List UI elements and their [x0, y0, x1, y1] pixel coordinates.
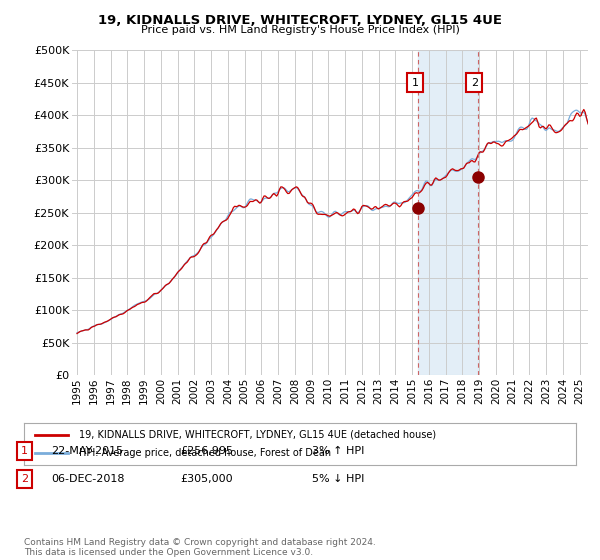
Text: 2: 2: [21, 474, 28, 484]
Text: 19, KIDNALLS DRIVE, WHITECROFT, LYDNEY, GL15 4UE: 19, KIDNALLS DRIVE, WHITECROFT, LYDNEY, …: [98, 14, 502, 27]
Text: 5% ↓ HPI: 5% ↓ HPI: [312, 474, 364, 484]
Bar: [418, 50, 478, 375]
Text: 3% ↑ HPI: 3% ↑ HPI: [312, 446, 364, 456]
Text: 22-MAY-2015: 22-MAY-2015: [51, 446, 123, 456]
Text: 1: 1: [412, 78, 419, 88]
Text: 1: 1: [21, 446, 28, 456]
Text: HPI: Average price, detached house, Forest of Dean: HPI: Average price, detached house, Fore…: [79, 448, 331, 458]
Text: 06-DEC-2018: 06-DEC-2018: [51, 474, 125, 484]
Text: Price paid vs. HM Land Registry's House Price Index (HPI): Price paid vs. HM Land Registry's House …: [140, 25, 460, 35]
Text: £256,995: £256,995: [180, 446, 233, 456]
Text: Contains HM Land Registry data © Crown copyright and database right 2024.
This d: Contains HM Land Registry data © Crown c…: [24, 538, 376, 557]
Text: £305,000: £305,000: [180, 474, 233, 484]
Text: 19, KIDNALLS DRIVE, WHITECROFT, LYDNEY, GL15 4UE (detached house): 19, KIDNALLS DRIVE, WHITECROFT, LYDNEY, …: [79, 430, 436, 440]
Text: 2: 2: [471, 78, 478, 88]
